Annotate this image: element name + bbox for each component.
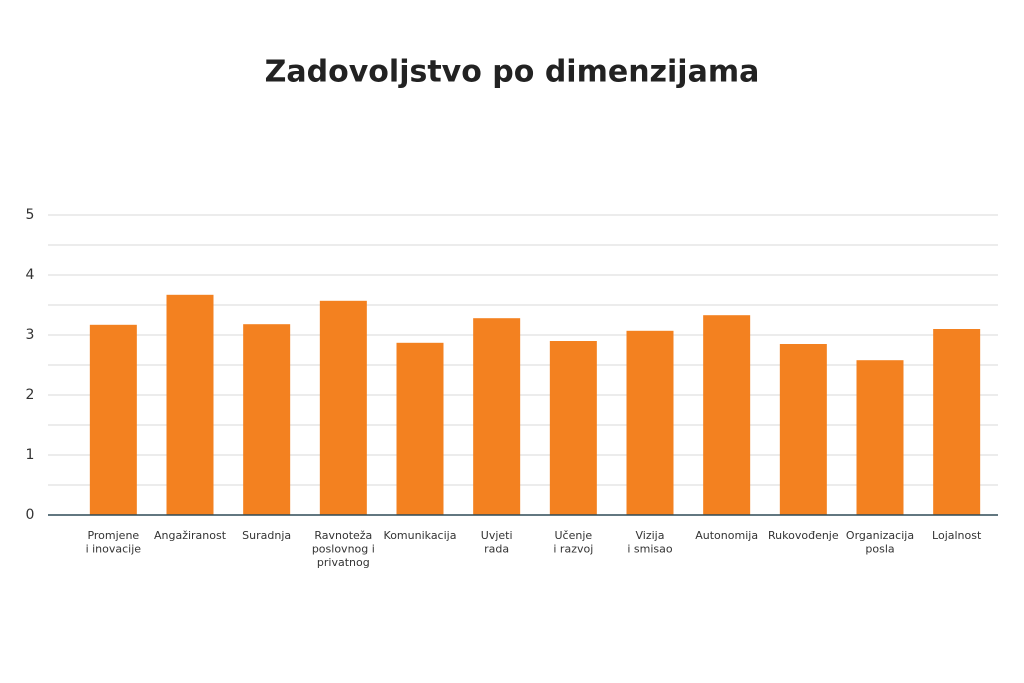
x-tick-label: Angažiranost: [154, 529, 227, 542]
bar: [779, 344, 827, 515]
x-tick-label: Lojalnost: [932, 529, 982, 542]
y-tick-label: 5: [26, 207, 35, 223]
chart-title: Zadovoljstvo po dimenzijama: [265, 55, 760, 90]
bar: [703, 315, 751, 515]
x-tick-label: Promjene: [87, 529, 139, 542]
x-tick-label: Vizija: [636, 529, 665, 542]
x-tick-label: Uvjeti: [481, 529, 513, 542]
bar: [473, 318, 521, 515]
x-tick-label: Ravnoteža: [314, 529, 372, 542]
bar: [243, 324, 291, 515]
bar: [166, 294, 214, 515]
bar: [933, 329, 981, 515]
y-tick-label: 4: [26, 267, 35, 283]
x-tick-label: Učenje: [554, 529, 592, 542]
bar: [396, 342, 444, 515]
y-tick-label: 3: [26, 327, 35, 343]
x-tick-label: rada: [484, 543, 509, 556]
y-tick-label: 0: [26, 507, 35, 523]
y-tick-label: 1: [26, 447, 35, 463]
bar: [626, 330, 674, 515]
bar: [549, 341, 597, 515]
x-tick-label: posla: [865, 543, 894, 556]
y-tick-label: 2: [26, 387, 35, 403]
x-tick-label: i smisao: [627, 543, 673, 556]
bar: [89, 324, 137, 515]
x-tick-label: Rukovođenje: [768, 529, 839, 542]
bar: [856, 360, 904, 515]
x-tick-label: Suradnja: [242, 529, 291, 542]
x-tick-label: i inovacije: [86, 543, 142, 556]
bar: [319, 300, 367, 515]
x-tick-label: i razvoj: [553, 543, 593, 556]
x-tick-label: Organizacija: [846, 529, 914, 542]
x-tick-label: poslovnog i: [312, 543, 375, 556]
x-tick-label: Komunikacija: [384, 529, 457, 542]
x-tick-label: Autonomija: [695, 529, 758, 542]
x-tick-label: privatnog: [317, 556, 370, 569]
